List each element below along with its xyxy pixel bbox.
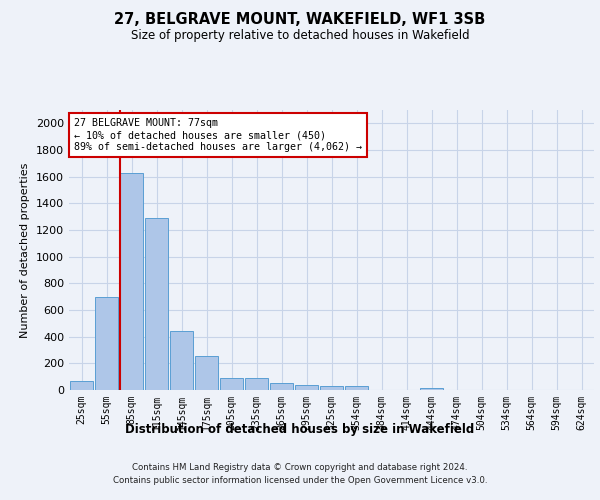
Bar bbox=[245, 378, 268, 390]
Bar bbox=[70, 382, 94, 390]
Bar bbox=[269, 384, 293, 390]
Text: Contains HM Land Registry data © Crown copyright and database right 2024.: Contains HM Land Registry data © Crown c… bbox=[132, 462, 468, 471]
Text: Contains public sector information licensed under the Open Government Licence v3: Contains public sector information licen… bbox=[113, 476, 487, 485]
Bar bbox=[194, 356, 218, 390]
Bar bbox=[419, 388, 443, 390]
Bar bbox=[295, 384, 319, 390]
Bar bbox=[344, 386, 368, 390]
Text: 27 BELGRAVE MOUNT: 77sqm
← 10% of detached houses are smaller (450)
89% of semi-: 27 BELGRAVE MOUNT: 77sqm ← 10% of detach… bbox=[74, 118, 362, 152]
Text: Distribution of detached houses by size in Wakefield: Distribution of detached houses by size … bbox=[125, 422, 475, 436]
Bar bbox=[145, 218, 169, 390]
Bar bbox=[170, 330, 193, 390]
Bar bbox=[95, 298, 118, 390]
Bar bbox=[119, 172, 143, 390]
Text: 27, BELGRAVE MOUNT, WAKEFIELD, WF1 3SB: 27, BELGRAVE MOUNT, WAKEFIELD, WF1 3SB bbox=[115, 12, 485, 28]
Text: Size of property relative to detached houses in Wakefield: Size of property relative to detached ho… bbox=[131, 29, 469, 42]
Bar bbox=[320, 386, 343, 390]
Bar bbox=[220, 378, 244, 390]
Y-axis label: Number of detached properties: Number of detached properties bbox=[20, 162, 31, 338]
